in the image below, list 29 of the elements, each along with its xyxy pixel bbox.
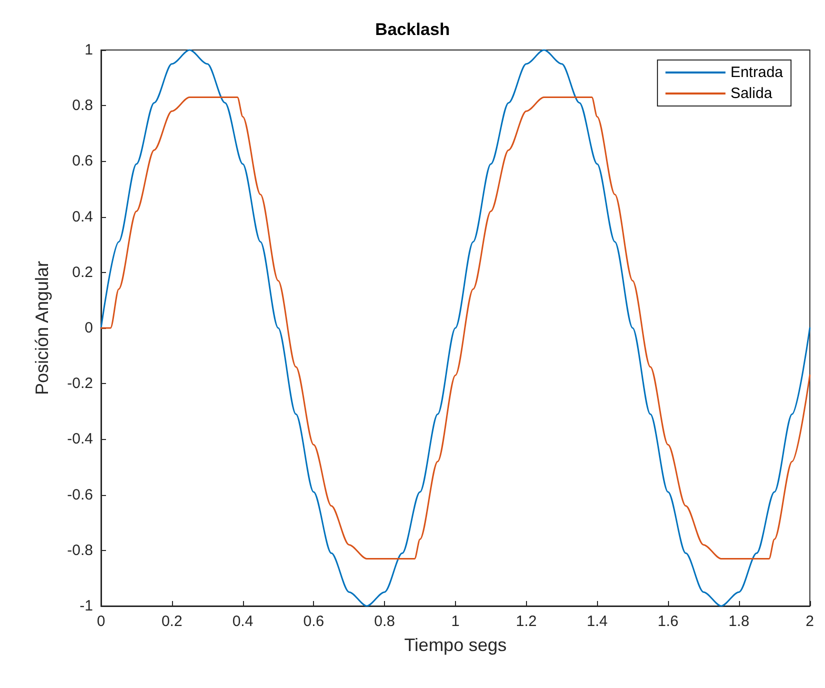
y-tick-label: 1: [84, 42, 93, 58]
x-tick-label: 1.8: [728, 613, 750, 630]
x-tick-label: 0.6: [303, 613, 324, 630]
y-axis-title: Posición Angular: [32, 260, 52, 396]
x-tick-label: 1.4: [586, 613, 608, 630]
y-tick-label: -0.6: [67, 486, 93, 504]
x-tick-label: 0.4: [232, 613, 254, 630]
x-tick-label: 0: [96, 613, 106, 630]
chart-title: Backlash: [375, 20, 450, 39]
x-tick-label: 1.2: [516, 613, 537, 630]
legend-label: Salida: [730, 85, 773, 102]
y-tick-label: 0.4: [72, 208, 93, 226]
y-tick-label: -1: [80, 598, 93, 614]
line-series: [100, 49, 811, 607]
y-tick-label: 0.2: [72, 264, 93, 281]
y-tick-label: 0: [84, 320, 93, 336]
legend-label: Entrada: [730, 64, 784, 81]
y-tick-label: 0.8: [72, 97, 93, 114]
line-series: [100, 96, 811, 560]
y-tick-label: -0.2: [67, 375, 93, 392]
x-tick-label: 0.2: [161, 613, 182, 630]
y-tick-label: -0.8: [67, 542, 93, 559]
x-tick-label: 1: [451, 613, 460, 630]
x-axis-title: Tiempo segs: [404, 635, 507, 655]
y-tick-label: -0.4: [67, 430, 93, 448]
x-tick-label: 0.8: [374, 613, 395, 630]
y-tick-label: 0.6: [72, 152, 93, 170]
x-tick-label: 2: [806, 613, 814, 630]
x-tick-label: 1.6: [658, 613, 678, 630]
